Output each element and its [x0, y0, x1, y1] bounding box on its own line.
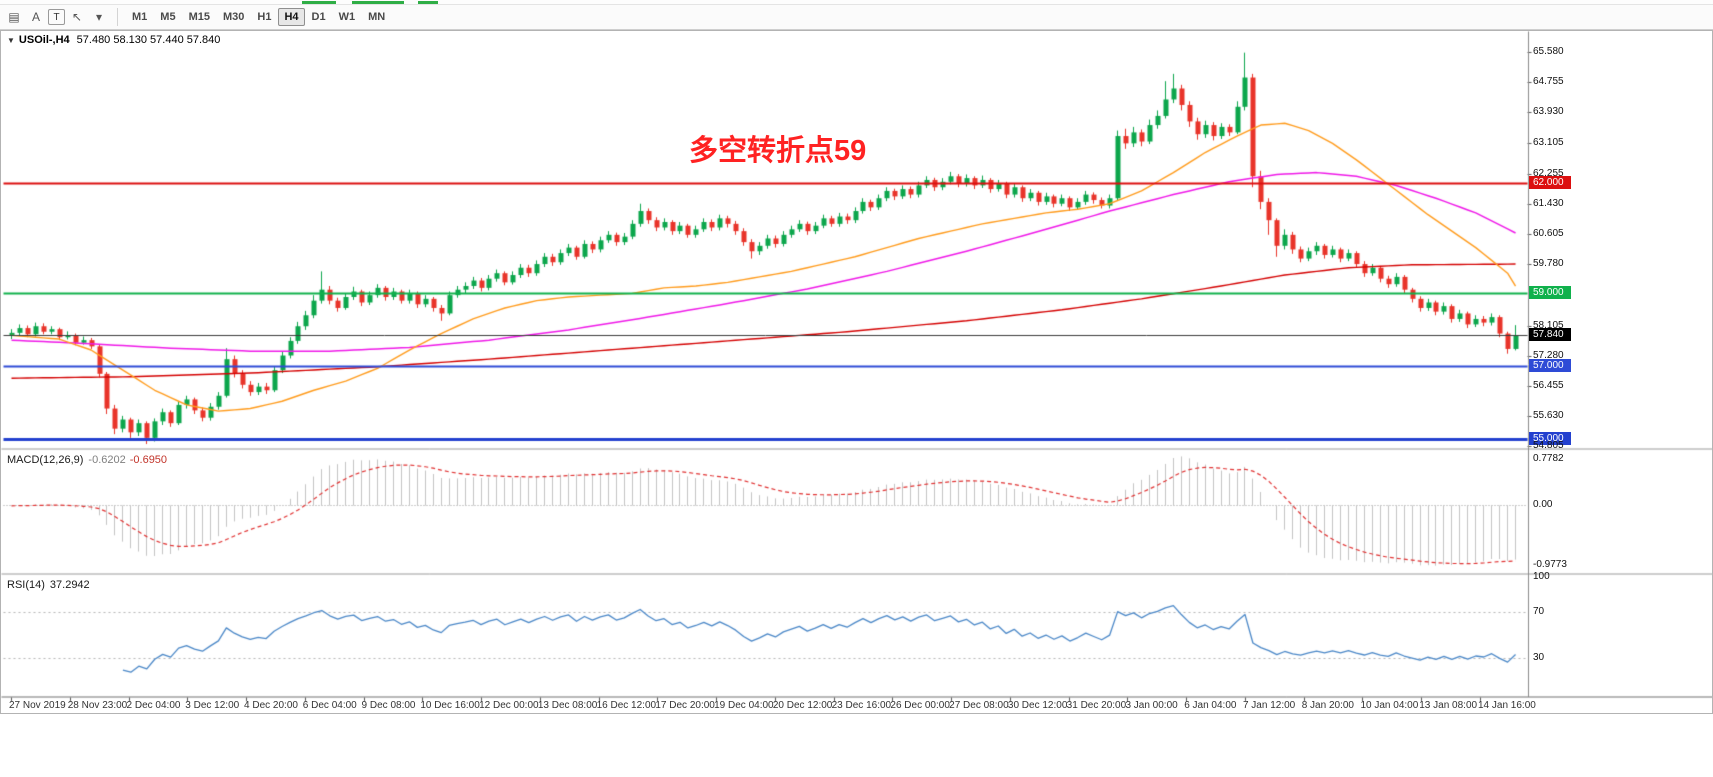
clipped-green-text: [352, 1, 404, 4]
chart-layout-icon[interactable]: ▤: [8, 10, 20, 24]
timeframe-button-m5[interactable]: M5: [160, 11, 176, 23]
clipped-green-text: [302, 1, 336, 4]
cursor-tool-icon[interactable]: ↖: [71, 10, 83, 24]
timeframe-button-m30[interactable]: M30: [222, 11, 245, 23]
clipped-green-text: [418, 1, 438, 4]
timeframe-button-h1[interactable]: H1: [257, 11, 272, 23]
timeframe-buttons: M1 M5 M15 M30 H1 H4 D1 W1 MN: [126, 8, 391, 26]
timeframe-button-w1[interactable]: W1: [338, 11, 356, 23]
toolbar-separator: [117, 8, 118, 26]
timeframe-button-m15[interactable]: M15: [188, 11, 210, 23]
timeframe-button-mn[interactable]: MN: [368, 11, 386, 23]
price-chart-canvas[interactable]: [1, 31, 1712, 713]
chart-window: ▼ USOil-,H4 57.480 58.130 57.440 57.840 多空…: [0, 30, 1713, 714]
clipped-toolbar-row: [0, 0, 1713, 5]
toolbar: ▤ A T ↖ ▾ M1 M5 M15 M30 H1 H4 D1 W1 MN: [0, 5, 1713, 30]
text-tool-icon[interactable]: T: [48, 9, 65, 25]
timeframe-button-d1[interactable]: D1: [311, 11, 326, 23]
text-label-icon[interactable]: A: [31, 10, 40, 24]
dropdown-caret-icon[interactable]: ▾: [95, 10, 103, 24]
timeframe-button-m1[interactable]: M1: [132, 11, 148, 23]
toolbar-icons: ▤ A T ↖ ▾: [4, 8, 109, 27]
timeframe-button-h4[interactable]: H4: [278, 8, 305, 26]
